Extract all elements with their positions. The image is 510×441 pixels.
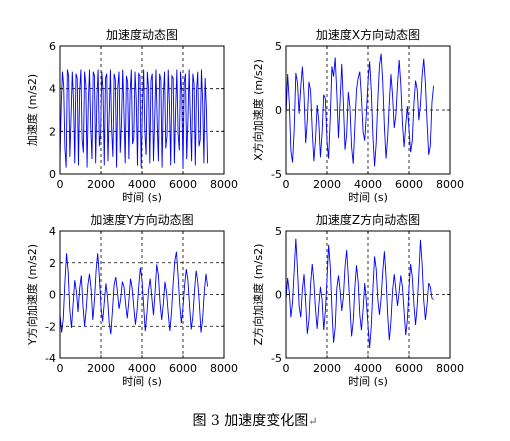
y-tick-label: 2 bbox=[49, 257, 56, 270]
chart-title: 加速度X方向动态图 bbox=[316, 27, 420, 42]
y-tick-label: 2 bbox=[49, 125, 56, 138]
x-tick-label: 8000 bbox=[210, 362, 238, 375]
x-tick-label: 4000 bbox=[128, 362, 156, 375]
x-tick-label: 6000 bbox=[169, 362, 197, 375]
y-tick-label: 0 bbox=[275, 104, 282, 117]
plot-area bbox=[286, 231, 450, 358]
x-tick-label: 6000 bbox=[169, 178, 197, 191]
x-tick-label: 2000 bbox=[87, 178, 115, 191]
x-tick-label: 6000 bbox=[395, 362, 423, 375]
x-tick-label: 0 bbox=[57, 178, 64, 191]
y-axis-label: Y方向加速度 (m/s2) bbox=[25, 244, 39, 346]
x-tick-label: 0 bbox=[283, 362, 290, 375]
x-tick-label: 2000 bbox=[313, 362, 341, 375]
caption-text: 图 3 加速度变化图 bbox=[192, 413, 309, 429]
y-tick-label: 5 bbox=[275, 225, 282, 238]
y-tick-label: 0 bbox=[49, 289, 56, 302]
y-tick-label: 0 bbox=[49, 168, 56, 181]
x-tick-label: 4000 bbox=[354, 178, 382, 191]
series-line-1 bbox=[59, 69, 209, 168]
y-tick-label: 6 bbox=[49, 40, 56, 53]
series-line-1 bbox=[59, 251, 209, 335]
x-tick-label: 0 bbox=[57, 362, 64, 375]
x-tick-label: 8000 bbox=[436, 178, 464, 191]
series-line-1 bbox=[285, 238, 434, 348]
y-axis-label: 加速度 (m/s2) bbox=[25, 74, 39, 146]
x-axis-label: 时间 (s) bbox=[348, 191, 388, 204]
x-axis-label: 时间 (s) bbox=[122, 191, 162, 204]
y-tick-label: -5 bbox=[271, 352, 282, 365]
x-tick-label: 2000 bbox=[313, 178, 341, 191]
figure-caption: 图 3 加速度变化图↵ bbox=[0, 410, 510, 430]
y-tick-label: -2 bbox=[45, 320, 56, 333]
y-tick-label: -4 bbox=[45, 352, 56, 365]
y-tick-label: 4 bbox=[49, 225, 56, 238]
x-axis-label: 时间 (s) bbox=[348, 375, 388, 388]
chart-title: 加速度Z方向动态图 bbox=[316, 212, 420, 227]
x-tick-label: 6000 bbox=[395, 178, 423, 191]
y-axis-label: X方向加速度 (m/s2) bbox=[251, 59, 265, 161]
y-tick-label: 0 bbox=[275, 289, 282, 302]
x-tick-label: 2000 bbox=[87, 362, 115, 375]
x-tick-label: 8000 bbox=[436, 362, 464, 375]
chart-title: 加速度Y方向动态图 bbox=[90, 212, 193, 227]
x-axis-label: 时间 (s) bbox=[122, 375, 162, 388]
y-tick-label: -5 bbox=[271, 168, 282, 181]
x-tick-label: 0 bbox=[283, 178, 290, 191]
x-tick-label: 4000 bbox=[128, 178, 156, 191]
return-mark: ↵ bbox=[308, 415, 318, 428]
y-tick-label: 5 bbox=[275, 40, 282, 53]
chart-title: 加速度动态图 bbox=[106, 27, 178, 42]
x-tick-label: 8000 bbox=[210, 178, 238, 191]
y-tick-label: 4 bbox=[49, 83, 56, 96]
x-tick-label: 4000 bbox=[354, 362, 382, 375]
y-axis-label: Z方向加速度 (m/s2) bbox=[251, 244, 265, 346]
series-line-1 bbox=[285, 53, 435, 167]
